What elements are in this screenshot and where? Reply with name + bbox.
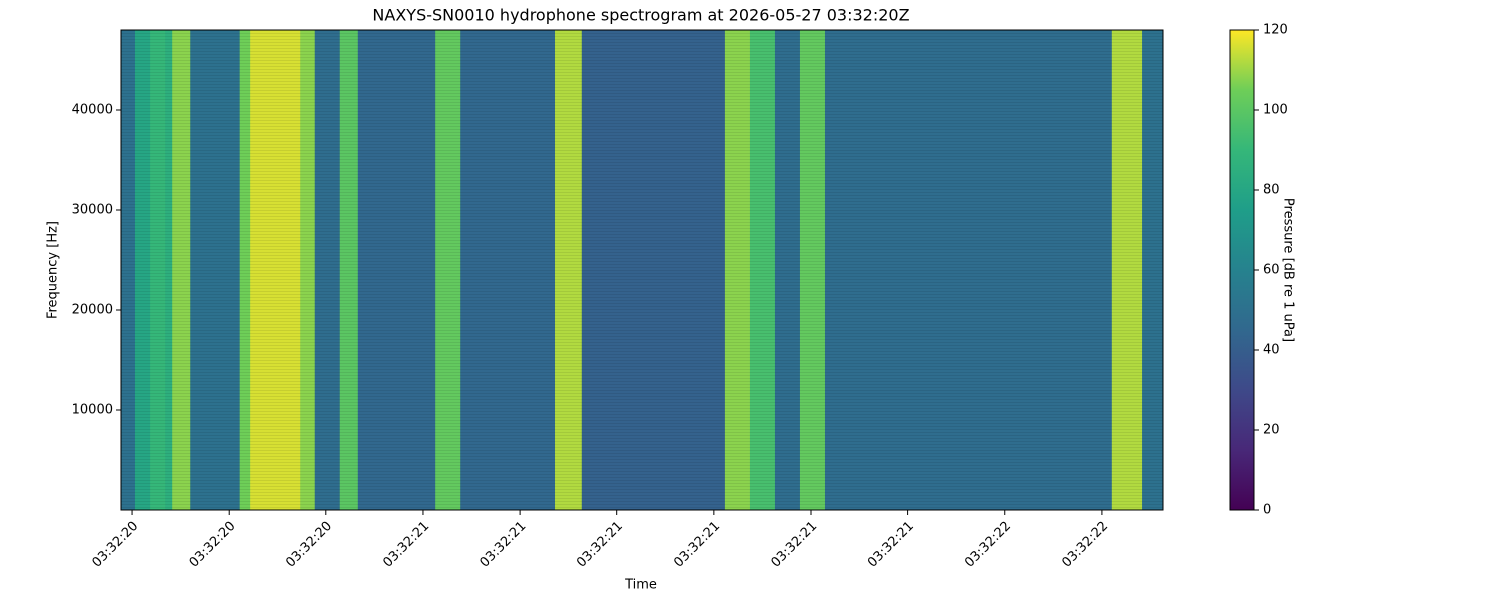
colorbar-tick-label: 80 — [1263, 183, 1280, 198]
x-tick-label: 03:32:21 — [865, 519, 917, 571]
colorbar — [1229, 29, 1255, 511]
y-axis-label: Frequency [Hz] — [46, 221, 61, 319]
colorbar-tick-label: 60 — [1263, 263, 1280, 278]
x-tick-label: 03:32:22 — [962, 519, 1014, 571]
y-tick-label: 40000 — [72, 103, 113, 118]
colorbar-label: Pressure [dB re 1 uPa] — [1281, 198, 1296, 342]
x-tick-label: 03:32:21 — [671, 519, 723, 571]
x-tick-label: 03:32:21 — [478, 519, 530, 571]
colorbar-tick-label: 0 — [1263, 503, 1271, 518]
y-tick-label: 10000 — [72, 403, 113, 418]
colorbar-tick-label: 120 — [1263, 23, 1288, 38]
colorbar-tick-label: 40 — [1263, 343, 1280, 358]
x-tick-label: 03:32:20 — [89, 519, 141, 571]
x-tick-label: 03:32:20 — [187, 519, 239, 571]
colorbar-tick-label: 100 — [1263, 103, 1288, 118]
x-tick-label: 03:32:20 — [283, 519, 335, 571]
chart-title: NAXYS-SN0010 hydrophone spectrogram at 2… — [372, 6, 909, 25]
y-tick-label: 20000 — [72, 303, 113, 318]
texture — [121, 30, 1163, 510]
x-tick-label: 03:32:22 — [1059, 519, 1111, 571]
x-axis-label: Time — [624, 578, 657, 593]
x-tick-label: 03:32:21 — [574, 519, 626, 571]
colorbar-tick-label: 20 — [1263, 423, 1280, 438]
x-tick-label: 03:32:21 — [768, 519, 820, 571]
x-tick-label: 03:32:21 — [380, 519, 432, 571]
plot-frame — [120, 29, 1164, 511]
y-tick-label: 30000 — [72, 203, 113, 218]
